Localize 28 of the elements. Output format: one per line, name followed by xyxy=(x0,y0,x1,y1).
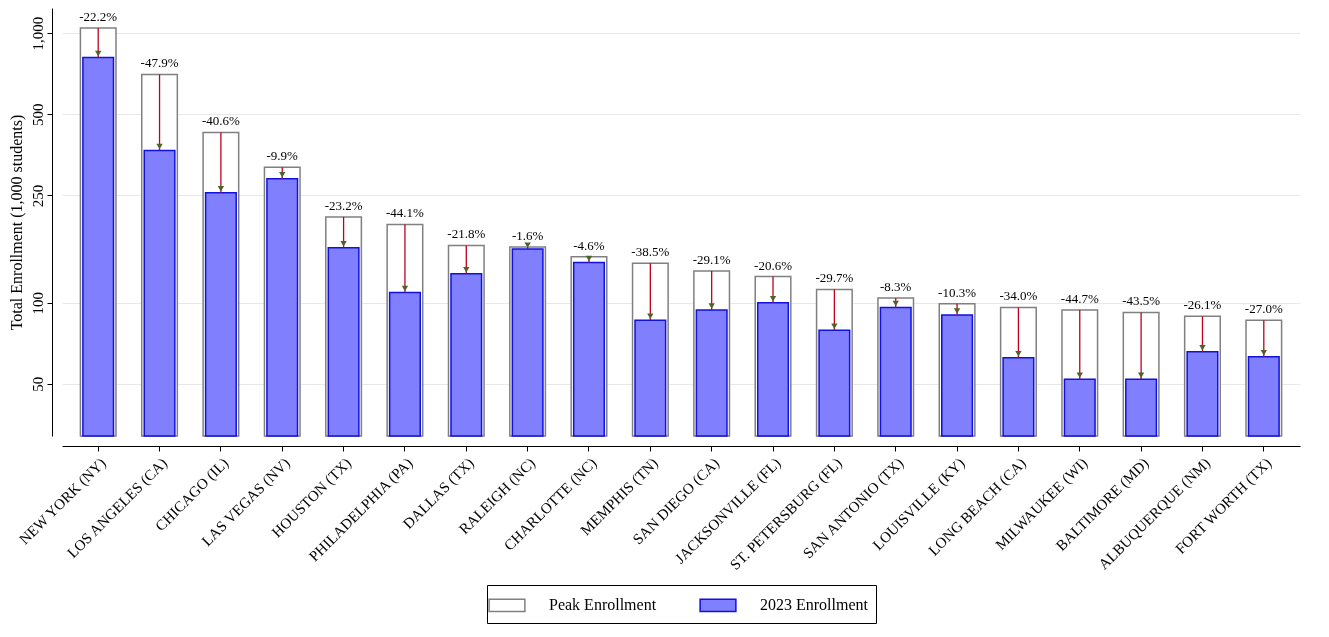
annotation: -22.2% xyxy=(79,8,118,24)
annotation: -29.1% xyxy=(692,252,731,268)
annotation: -40.6% xyxy=(201,113,241,129)
y-tick-label: 250 xyxy=(29,184,46,208)
annotation: -43.5% xyxy=(1122,293,1161,309)
annotation: -21.8% xyxy=(447,226,486,242)
y-tick-label: 100 xyxy=(29,291,46,315)
annotation: -38.5% xyxy=(631,244,670,260)
annotation: -23.2% xyxy=(324,197,363,213)
annotation: -26.1% xyxy=(1183,297,1222,313)
legend-label: 2023 Enrollment xyxy=(760,596,869,614)
y-tick-label: 1,000 xyxy=(29,16,46,51)
y-tick-label: 50 xyxy=(29,376,46,392)
annotation: -27.0% xyxy=(1244,301,1283,317)
annotation: -34.0% xyxy=(999,288,1038,304)
y-tick-label: 500 xyxy=(29,103,46,127)
legend-label: Peak Enrollment xyxy=(549,596,657,614)
annotation: -4.6% xyxy=(573,237,605,253)
y-axis-title: Total Enrollment (1,000 students) xyxy=(7,114,26,331)
annotation: -1.6% xyxy=(511,227,544,243)
annotation: -47.9% xyxy=(140,55,179,71)
annotation: -44.7% xyxy=(1060,290,1099,306)
annotation: -29.7% xyxy=(815,270,854,286)
annotation: -9.9% xyxy=(266,148,299,164)
annotation: -10.3% xyxy=(938,284,977,300)
annotation: -8.3% xyxy=(880,279,912,295)
annotation: -20.6% xyxy=(754,257,793,273)
annotation: -44.1% xyxy=(385,205,425,221)
